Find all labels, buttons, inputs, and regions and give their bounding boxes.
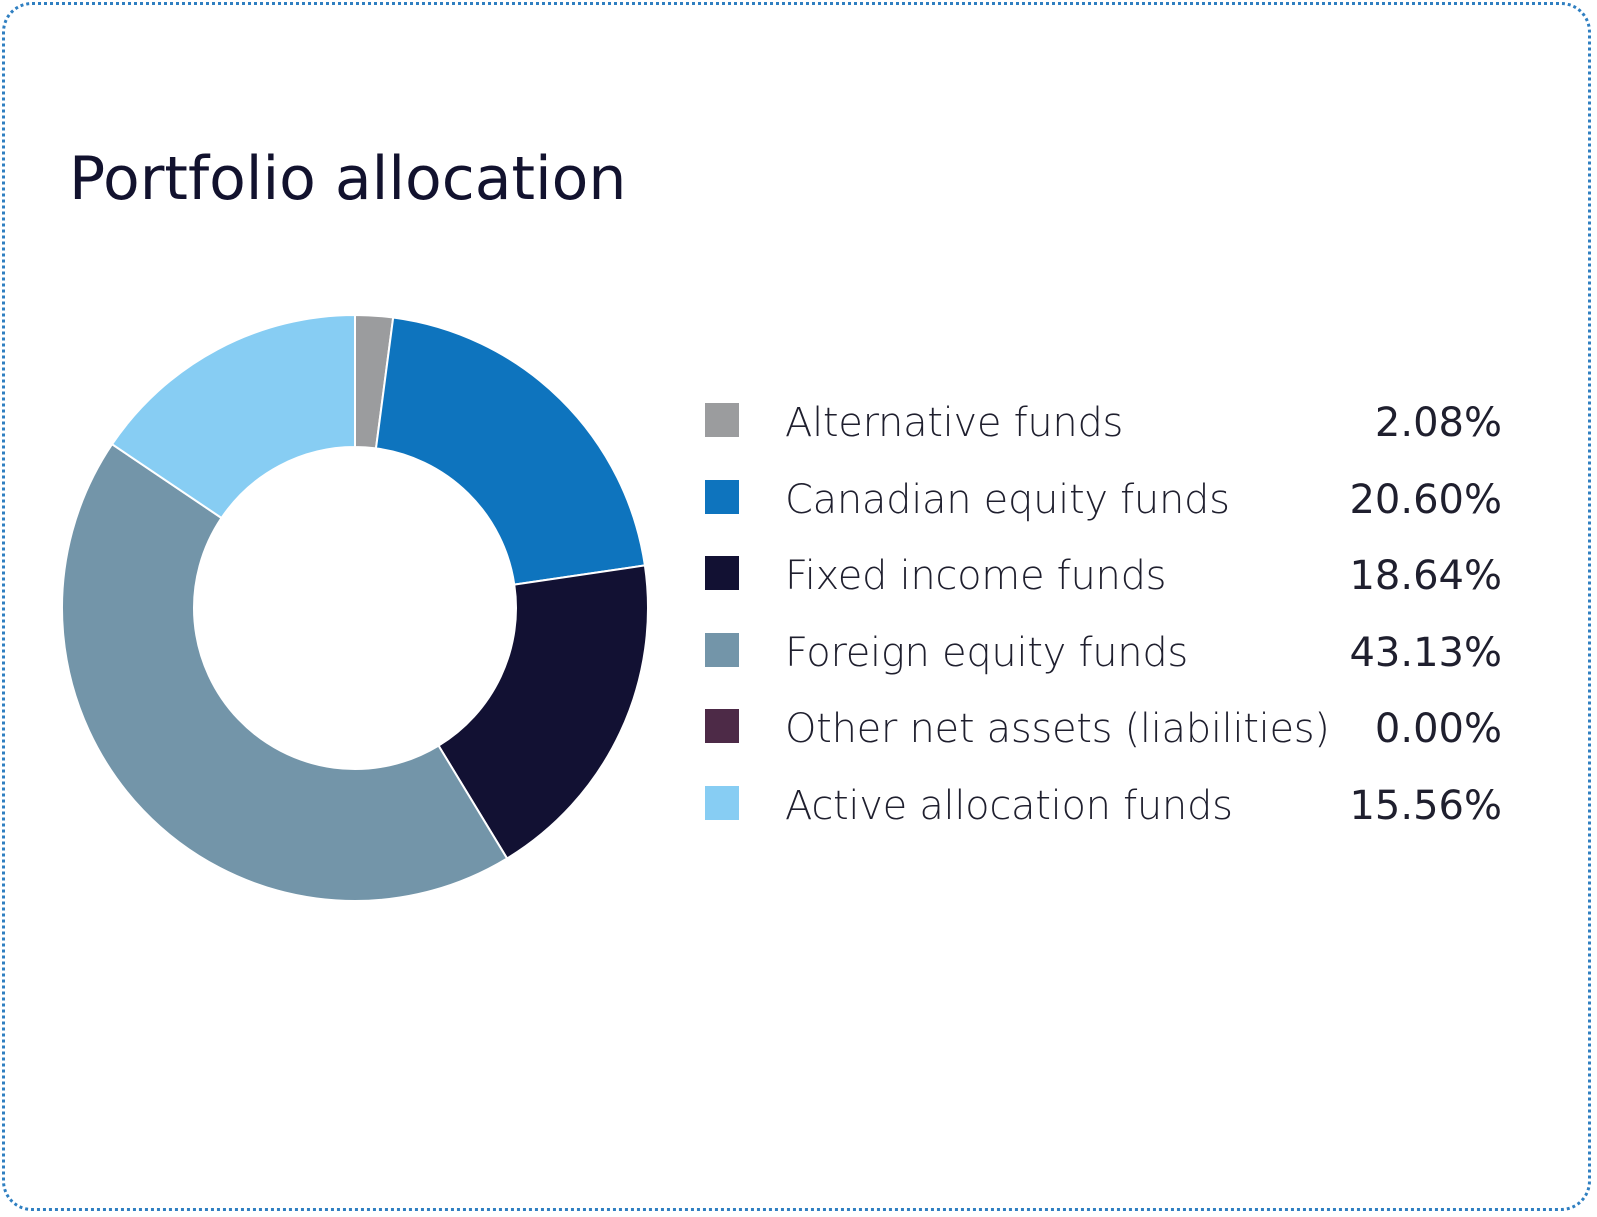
legend-value: 15.56% (1349, 782, 1502, 829)
donut-slice (61, 442, 509, 902)
legend-item: Alternative funds 2.08% (705, 395, 1505, 472)
legend-value: 20.60% (1349, 476, 1502, 523)
legend-swatch-icon (705, 556, 739, 590)
donut-chart (61, 313, 649, 902)
legend-swatch-icon (705, 403, 739, 437)
legend-item: Fixed income funds 18.64% (705, 548, 1505, 625)
legend-label: Other net assets (liabilities) (785, 706, 1330, 752)
legend-label: Fixed income funds (785, 553, 1167, 599)
chart-title: Portfolio allocation (69, 144, 627, 214)
legend-item: Active allocation funds 15.56% (705, 778, 1505, 855)
legend-item: Other net assets (liabilities) 0.00% (705, 701, 1505, 778)
legend-label: Canadian equity funds (785, 476, 1230, 523)
legend-value: 2.08% (1374, 400, 1502, 446)
legend-value: 43.13% (1349, 629, 1502, 676)
donut-slice (374, 316, 647, 586)
legend-value: 18.64% (1349, 553, 1502, 599)
legend-swatch-icon (705, 479, 739, 514)
legend-item: Canadian equity funds 20.60% (705, 472, 1505, 549)
legend-swatch-icon (705, 632, 739, 667)
legend-item: Foreign equity funds 43.13% (705, 625, 1505, 702)
chart-legend: Alternative funds 2.08% Canadian equity … (705, 395, 1505, 854)
legend-label: Alternative funds (785, 400, 1124, 446)
legend-label: Foreign equity funds (785, 629, 1188, 676)
donut-slice (437, 564, 649, 860)
legend-value: 0.00% (1374, 706, 1502, 752)
legend-swatch-icon (705, 785, 739, 820)
legend-label: Active allocation funds (785, 782, 1233, 829)
legend-swatch-icon (705, 709, 739, 743)
donut-slice (110, 313, 356, 520)
